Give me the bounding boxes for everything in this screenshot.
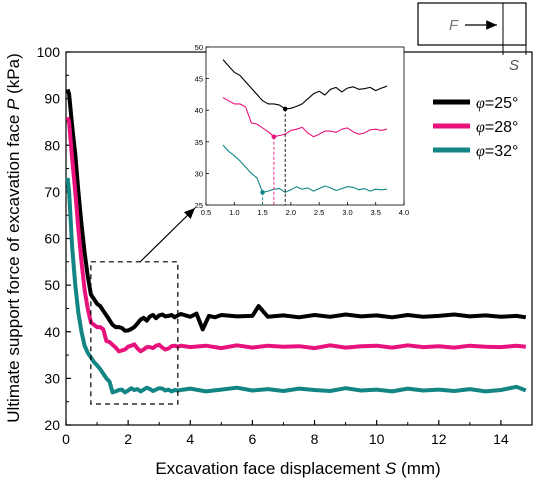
y-tick-label: 80 (44, 137, 60, 153)
inset-x-tick-label: 1.0 (229, 208, 239, 217)
y-tick-label: 40 (44, 324, 60, 340)
inset-x-tick-label: 3.0 (342, 208, 352, 217)
inset-y-tick-label: 45 (195, 75, 203, 84)
inset-y-tick-label: 50 (195, 43, 203, 52)
x-tick-label: 12 (431, 431, 447, 447)
series-line-1 (65, 116, 527, 354)
inset-marker-0 (282, 106, 288, 112)
inset-x-tick-label: 2.0 (286, 208, 296, 217)
y-tick-label: 90 (44, 91, 60, 107)
y-tick-label: 20 (44, 417, 60, 433)
inset-x-tick-label: 4.0 (399, 208, 409, 217)
legend: φ=25°φ=28°φ=32° (433, 95, 518, 160)
inset-y-tick-label: 30 (195, 169, 203, 178)
x-axis-label-text: Excavation face displacement (155, 459, 380, 478)
legend-symbol-0: φ (476, 95, 485, 112)
zoom-box (90, 261, 179, 405)
schematic-displacement-label: S (509, 57, 519, 74)
y-axis-label: Ultimate support force of excavation fac… (4, 53, 23, 422)
series-line-0 (65, 88, 527, 333)
y-axis-label-unit: (kPa) (4, 53, 23, 94)
inset-series-line-2 (222, 144, 388, 193)
inset-x-ticks: 0.5 1.0 1.5 2.0 2.5 3.0 3.5 4.0 (201, 202, 409, 217)
legend-value-1: =28° (485, 119, 519, 136)
inset-y-tick-label: 40 (195, 106, 203, 115)
zoom-arrow (139, 207, 196, 263)
x-tick-label: 6 (249, 431, 257, 447)
inset-x-tick-label: 3.5 (370, 208, 380, 217)
x-tick-label: 2 (124, 431, 132, 447)
schematic-force-label: F (449, 17, 459, 34)
inset-marker-2 (260, 190, 265, 195)
inset-y-tick-label: 25 (195, 201, 203, 210)
y-tick-label: 60 (44, 231, 60, 247)
x-axis-label-unit: (mm) (401, 459, 441, 478)
inset-x-tick-label: 1.5 (257, 208, 267, 217)
y-axis-label-text: Ultimate support force of excavation fac… (4, 115, 23, 423)
x-tick-label: 0 (62, 431, 70, 447)
inset-y-ticks: 25 30 35 40 45 50 (195, 43, 209, 210)
y-tick-label: 30 (44, 370, 60, 386)
inset-x-tick-label: 0.5 (201, 208, 211, 217)
x-tick-label: 10 (369, 431, 385, 447)
inset-series-line-0 (222, 59, 388, 110)
y-tick-label: 100 (37, 44, 61, 60)
inset-chart: 0.5 1.0 1.5 2.0 2.5 3.0 3.5 4.0 25 30 35 40 45 50 (195, 43, 410, 217)
legend-symbol-1: φ (476, 119, 485, 136)
schematic-box (417, 2, 527, 46)
x-ticks: 0 2 4 6 8 10 12 14 (62, 420, 533, 447)
schematic-diagram: F S (417, 2, 527, 74)
y-tick-label: 70 (44, 184, 60, 200)
inset-frame (205, 46, 405, 206)
y-tick-label: 50 (44, 277, 60, 293)
legend-label-1: φ=28° (476, 119, 518, 136)
inset-x-tick-label: 2.5 (314, 208, 324, 217)
inset-series-line-1 (222, 97, 388, 138)
series-lines (65, 88, 527, 395)
inset-marker-1 (271, 134, 277, 140)
legend-value-0: =25° (485, 95, 519, 112)
inset-series-lines (222, 59, 388, 193)
x-tick-label: 8 (311, 431, 319, 447)
x-tick-label: 14 (493, 431, 509, 447)
x-tick-label: 4 (186, 431, 194, 447)
legend-value-2: =32° (485, 143, 519, 160)
inset-markers (260, 106, 288, 205)
legend-label-0: φ=25° (476, 95, 518, 112)
legend-label-2: φ=32° (476, 143, 518, 160)
x-axis-label-symbol: S (385, 459, 397, 478)
legend-symbol-2: φ (476, 143, 485, 160)
y-axis-label-symbol: P (4, 98, 23, 110)
y-ticks: 20 30 40 50 60 70 80 90 100 (37, 44, 71, 433)
x-axis-label: Excavation face displacement S (mm) (155, 459, 440, 478)
inset-y-tick-label: 35 (195, 138, 203, 147)
series-line-2 (65, 177, 527, 395)
